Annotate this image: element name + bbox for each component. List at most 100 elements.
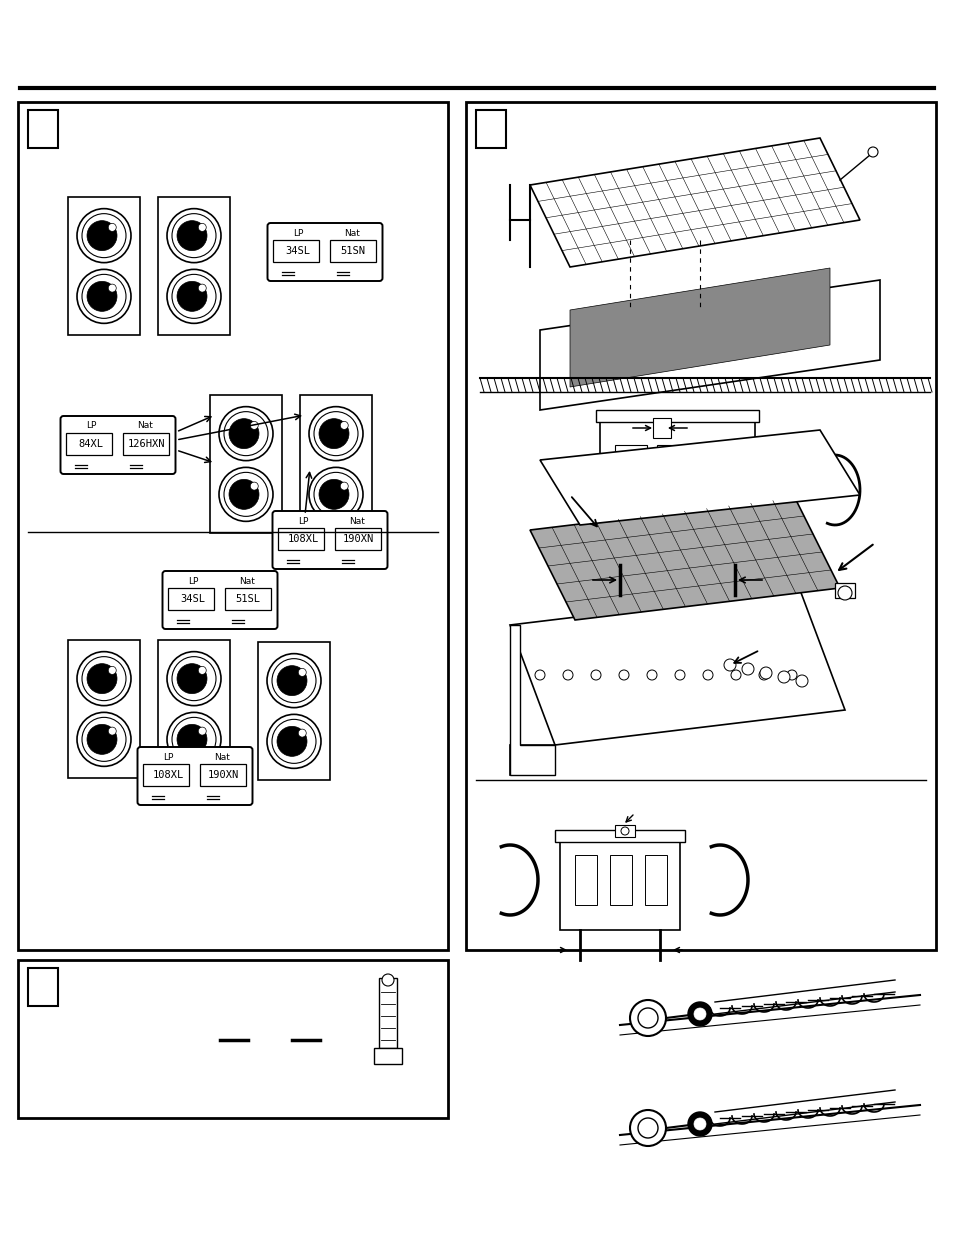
Circle shape xyxy=(702,671,712,680)
FancyBboxPatch shape xyxy=(267,224,382,282)
Circle shape xyxy=(318,479,349,509)
Circle shape xyxy=(629,1110,665,1146)
Bar xyxy=(476,110,505,148)
Text: 190XN: 190XN xyxy=(207,769,238,781)
Circle shape xyxy=(693,1008,705,1020)
Circle shape xyxy=(172,214,215,258)
Bar xyxy=(330,240,375,262)
Text: Nat: Nat xyxy=(213,752,230,762)
Bar xyxy=(299,395,372,534)
Circle shape xyxy=(224,411,268,456)
Circle shape xyxy=(167,713,221,767)
Bar xyxy=(18,960,448,1118)
Bar xyxy=(278,529,324,550)
Circle shape xyxy=(298,729,306,737)
Polygon shape xyxy=(510,745,555,776)
Circle shape xyxy=(198,284,206,293)
Text: 84XL: 84XL xyxy=(78,438,103,450)
Bar xyxy=(374,1049,401,1065)
Circle shape xyxy=(381,974,394,986)
Bar xyxy=(465,103,935,950)
Bar xyxy=(615,825,635,837)
Text: Nat: Nat xyxy=(349,516,365,526)
Text: 51SN: 51SN xyxy=(340,246,365,256)
Text: 34SL: 34SL xyxy=(285,246,310,256)
Bar xyxy=(378,978,396,1049)
Bar xyxy=(609,855,631,905)
Text: 190XN: 190XN xyxy=(342,534,374,543)
Bar xyxy=(559,840,679,930)
Circle shape xyxy=(250,421,258,430)
Bar xyxy=(123,433,169,454)
Circle shape xyxy=(108,224,116,231)
Bar xyxy=(225,588,271,610)
Bar xyxy=(599,420,754,564)
Circle shape xyxy=(224,472,268,516)
Circle shape xyxy=(730,671,740,680)
Bar xyxy=(158,640,230,778)
Circle shape xyxy=(177,221,207,251)
Circle shape xyxy=(77,713,131,767)
Circle shape xyxy=(629,1000,665,1036)
Bar xyxy=(699,445,730,520)
Circle shape xyxy=(760,667,771,679)
Bar xyxy=(596,410,759,422)
Bar xyxy=(67,433,112,454)
Circle shape xyxy=(759,671,768,680)
Circle shape xyxy=(309,467,363,521)
Text: 34SL: 34SL xyxy=(180,594,205,604)
Bar xyxy=(169,588,214,610)
Text: LP: LP xyxy=(188,577,198,585)
Bar xyxy=(68,198,140,335)
Text: LP: LP xyxy=(293,228,303,237)
Circle shape xyxy=(108,667,116,674)
Bar xyxy=(68,640,140,778)
Bar xyxy=(644,855,666,905)
Circle shape xyxy=(535,671,544,680)
Circle shape xyxy=(778,671,789,683)
Circle shape xyxy=(77,269,131,324)
Circle shape xyxy=(314,411,357,456)
Circle shape xyxy=(638,1118,658,1137)
Circle shape xyxy=(77,209,131,263)
Bar xyxy=(158,198,230,335)
Circle shape xyxy=(250,482,258,490)
Circle shape xyxy=(795,676,807,687)
Circle shape xyxy=(618,671,628,680)
Circle shape xyxy=(108,284,116,293)
Circle shape xyxy=(267,714,320,768)
Circle shape xyxy=(786,671,796,680)
Circle shape xyxy=(693,1118,705,1130)
Polygon shape xyxy=(530,498,840,620)
Circle shape xyxy=(318,419,349,448)
Circle shape xyxy=(172,274,215,319)
Circle shape xyxy=(276,666,307,695)
Bar xyxy=(555,830,684,842)
Circle shape xyxy=(229,479,258,509)
Circle shape xyxy=(172,657,215,700)
Bar xyxy=(28,968,58,1007)
FancyBboxPatch shape xyxy=(60,416,175,474)
Bar xyxy=(615,445,646,520)
Bar xyxy=(834,583,854,598)
Circle shape xyxy=(867,147,877,157)
Text: LP: LP xyxy=(86,421,96,431)
Text: 108XL: 108XL xyxy=(152,769,183,781)
Circle shape xyxy=(687,1002,711,1026)
Circle shape xyxy=(723,659,735,671)
Circle shape xyxy=(198,224,206,231)
Polygon shape xyxy=(510,625,555,776)
Circle shape xyxy=(267,653,320,708)
Bar xyxy=(335,529,380,550)
Circle shape xyxy=(741,663,753,676)
Circle shape xyxy=(82,274,126,319)
Circle shape xyxy=(177,663,207,694)
Bar xyxy=(210,395,282,534)
Circle shape xyxy=(646,671,657,680)
Bar xyxy=(18,103,448,950)
Circle shape xyxy=(198,727,206,735)
Bar xyxy=(200,764,246,785)
Circle shape xyxy=(229,419,258,448)
Circle shape xyxy=(219,467,273,521)
Text: Nat: Nat xyxy=(137,421,152,431)
